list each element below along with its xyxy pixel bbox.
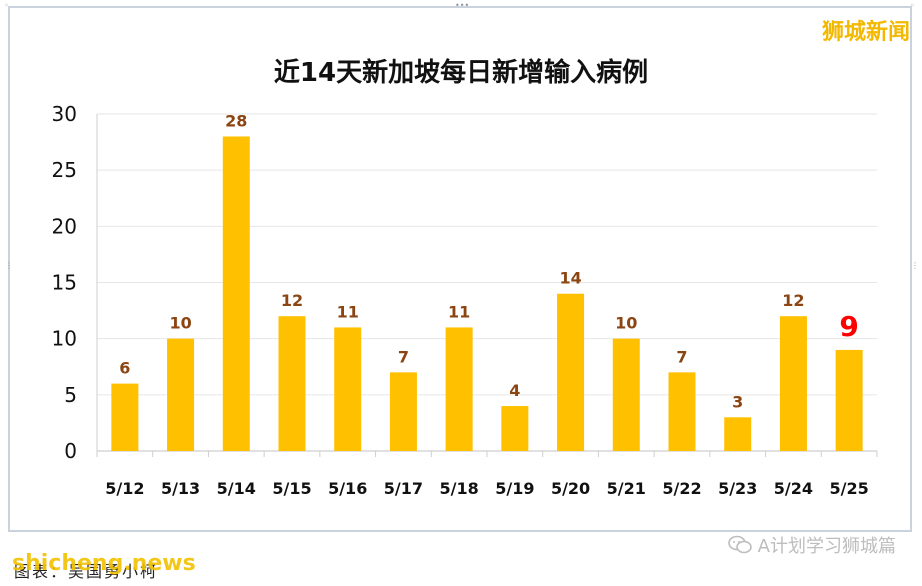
x-tick-label: 5/19 bbox=[495, 479, 534, 498]
gridlines bbox=[97, 113, 877, 396]
bar bbox=[278, 316, 306, 451]
bar bbox=[612, 338, 640, 451]
data-label: 11 bbox=[337, 302, 359, 321]
tick-labels: 0 5 10 15 20 25 30 5/12 5/13 5/14 5/15 5/16 5/17 5/18… bbox=[52, 102, 869, 498]
source-credit: 图表：吴国勇小柯 bbox=[14, 562, 159, 581]
x-tick-label: 5/12 bbox=[105, 479, 144, 498]
resize-handle-right[interactable]: ⋮ bbox=[911, 261, 919, 270]
x-tick-label: 5/17 bbox=[384, 479, 423, 498]
x-tick-label: 5/22 bbox=[662, 479, 701, 498]
y-tick-label: 25 bbox=[52, 158, 77, 182]
data-label: 14 bbox=[559, 269, 581, 288]
bar bbox=[334, 327, 362, 451]
data-label: 3 bbox=[732, 392, 743, 411]
x-tick-label: 5/23 bbox=[718, 479, 757, 498]
data-label: 10 bbox=[169, 314, 191, 333]
x-tick-label: 5/21 bbox=[607, 479, 646, 498]
axes bbox=[96, 114, 878, 457]
y-tick-label: 15 bbox=[52, 271, 77, 295]
y-tick-label: 0 bbox=[64, 439, 77, 463]
data-label: 7 bbox=[398, 347, 409, 366]
resize-handle-corner-top-left[interactable]: ◦ bbox=[4, 1, 9, 10]
x-tick-label: 5/15 bbox=[272, 479, 311, 498]
y-tick-label: 30 bbox=[52, 102, 77, 126]
bar bbox=[557, 293, 585, 451]
wechat-icon bbox=[727, 535, 752, 555]
data-label: 6 bbox=[119, 359, 130, 378]
data-label: 12 bbox=[281, 291, 303, 310]
bar bbox=[111, 383, 139, 451]
bar bbox=[501, 406, 529, 451]
chart-title: 近14天新加坡每日新增输入病例 bbox=[273, 58, 649, 88]
data-label: 9 bbox=[839, 310, 858, 343]
data-labels: 6 10 28 12 11 7 11 4 14 10 7 3 12 9 bbox=[119, 111, 859, 411]
x-tick-label: 5/20 bbox=[551, 479, 590, 498]
data-label: 10 bbox=[615, 314, 637, 333]
y-tick-label: 10 bbox=[52, 327, 77, 351]
data-label: 7 bbox=[676, 347, 687, 366]
data-label: 4 bbox=[509, 381, 520, 400]
x-tick-label: 5/18 bbox=[440, 479, 479, 498]
bar bbox=[779, 316, 807, 451]
bar bbox=[724, 417, 752, 451]
x-tick-label: 5/24 bbox=[774, 479, 813, 498]
x-tick-label: 5/14 bbox=[217, 479, 256, 498]
wechat-account-name: A计划学习狮城篇 bbox=[757, 536, 896, 557]
site-watermark: shicheng.news bbox=[12, 551, 196, 576]
resize-handle-corner-top-right[interactable]: ◦ bbox=[910, 1, 915, 10]
bar bbox=[167, 338, 195, 451]
y-tick-label: 20 bbox=[52, 214, 77, 238]
data-label: 11 bbox=[448, 302, 470, 321]
resize-handle-top[interactable]: ••• bbox=[455, 1, 470, 10]
bar bbox=[835, 349, 863, 451]
wechat-watermark: A计划学习狮城篇 bbox=[727, 532, 896, 558]
x-tick-label: 5/13 bbox=[161, 479, 200, 498]
bar bbox=[668, 372, 696, 451]
bar bbox=[389, 372, 417, 451]
resize-handle-left[interactable]: ⋮ bbox=[5, 261, 13, 270]
bar bbox=[222, 136, 250, 451]
bars bbox=[111, 136, 863, 451]
data-label: 28 bbox=[225, 111, 247, 130]
data-label: 12 bbox=[782, 291, 804, 310]
bar bbox=[445, 327, 473, 451]
y-tick-label: 5 bbox=[64, 383, 77, 407]
x-tick-label: 5/16 bbox=[328, 479, 367, 498]
brand-logo-text: 狮城新闻 bbox=[821, 20, 910, 45]
x-tick-label: 5/25 bbox=[830, 479, 869, 498]
